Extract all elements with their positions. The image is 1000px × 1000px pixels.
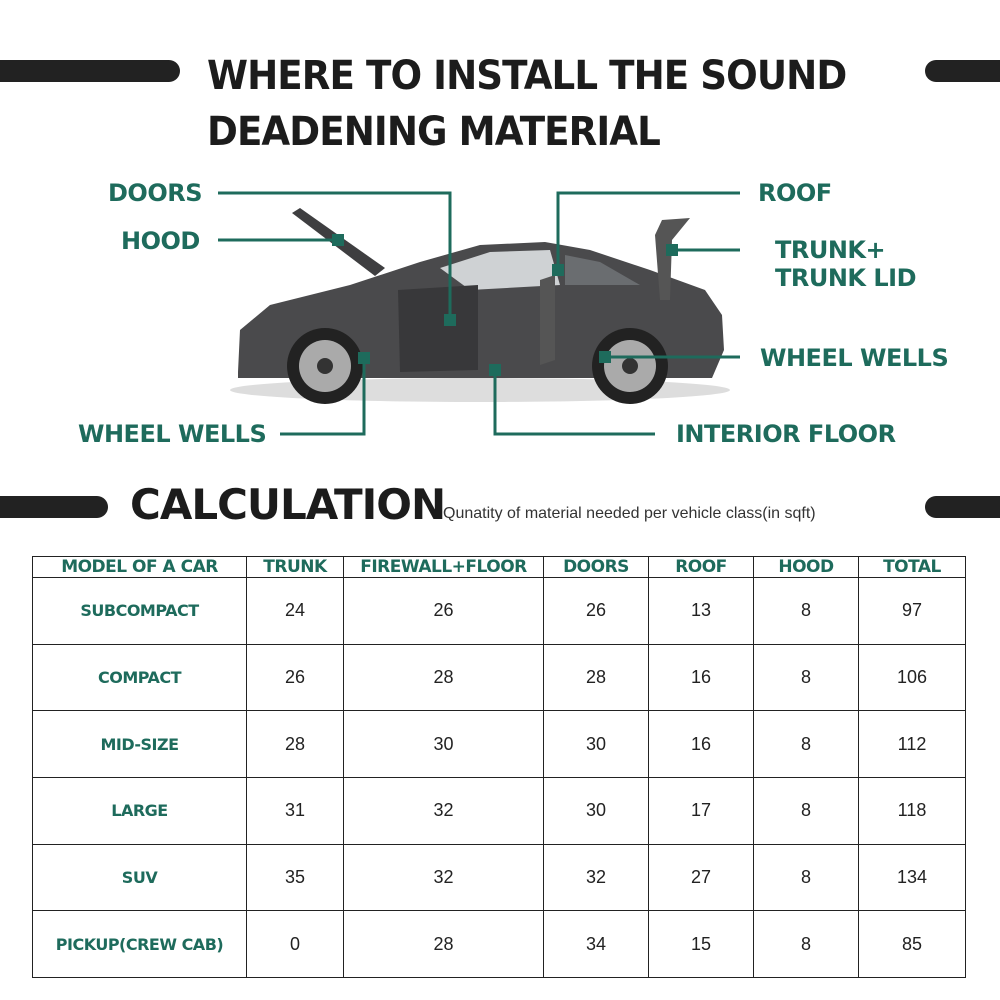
value-cell: 106 [858,643,966,712]
decor-bar-right-top [925,60,1000,82]
value-cell: 8 [753,577,859,645]
material-table: MODEL OF A CAR TRUNK FIREWALL+FLOOR DOORS RO… [32,556,966,978]
value-cell: 16 [648,710,754,778]
value-cell: 8 [753,843,859,912]
value-cell: 32 [543,843,649,912]
label-trunk: TRUNK+ TRUNK LID [775,236,917,292]
model-cell: MID-SIZE [32,710,247,778]
model-cell: COMPACT [32,643,247,712]
table-row: SUBCOMPACT 24 26 26 13 8 97 [32,577,966,645]
model-cell: LARGE [32,776,247,845]
table-header-row: MODEL OF A CAR TRUNK FIREWALL+FLOOR DOORS RO… [32,556,966,578]
column-header: ROOF [648,556,754,578]
value-cell: 8 [753,910,859,978]
label-interior-floor: INTERIOR FLOOR [676,420,896,448]
label-wheel-wells-right: WHEEL WELLS [760,344,949,372]
value-cell: 35 [246,843,344,912]
column-header: MODEL OF A CAR [32,556,247,578]
table-row: PICKUP(CREW CAB) 0 28 34 15 8 85 [32,910,966,978]
model-cell: PICKUP(CREW CAB) [32,910,247,978]
value-cell: 8 [753,710,859,778]
column-header: TOTAL [858,556,966,578]
label-doors: DOORS [108,179,203,207]
table-row: LARGE 31 32 30 17 8 118 [32,776,966,845]
column-header: TRUNK [246,556,344,578]
car-illustration [230,208,730,404]
value-cell: 8 [753,776,859,845]
column-header: FIREWALL+FLOOR [343,556,544,578]
value-cell: 30 [543,710,649,778]
page-title: WHERE TO INSTALL THE SOUND DEADENING MATE… [207,48,847,160]
decor-bar-right-bottom [925,496,1000,518]
value-cell: 97 [858,577,966,645]
label-hood: HOOD [121,227,200,255]
value-cell: 30 [543,776,649,845]
table-row: MID-SIZE 28 30 30 16 8 112 [32,710,966,778]
model-cell: SUV [32,843,247,912]
calculation-heading: CALCULATION [130,480,446,529]
label-trunk-line2: TRUNK LID [775,264,917,292]
title-line-1: WHERE TO INSTALL THE SOUND [207,53,847,99]
value-cell: 30 [343,710,544,778]
value-cell: 28 [343,643,544,712]
value-cell: 28 [246,710,344,778]
value-cell: 32 [343,776,544,845]
label-roof: ROOF [758,179,832,207]
value-cell: 15 [648,910,754,978]
value-cell: 26 [343,577,544,645]
calculation-subtitle: Qunatity of material needed per vehicle … [443,505,816,522]
leader-lines [218,191,740,436]
value-cell: 134 [858,843,966,912]
title-line-2: DEADENING MATERIAL [207,109,661,155]
label-wheel-wells-left: WHEEL WELLS [78,420,267,448]
value-cell: 26 [543,577,649,645]
value-cell: 32 [343,843,544,912]
value-cell: 118 [858,776,966,845]
value-cell: 28 [543,643,649,712]
label-trunk-line1: TRUNK+ [775,236,886,264]
value-cell: 16 [648,643,754,712]
value-cell: 17 [648,776,754,845]
table-row: SUV 35 32 32 27 8 134 [32,843,966,912]
value-cell: 24 [246,577,344,645]
value-cell: 27 [648,843,754,912]
value-cell: 85 [858,910,966,978]
value-cell: 112 [858,710,966,778]
column-header: HOOD [753,556,859,578]
model-cell: SUBCOMPACT [32,577,247,645]
value-cell: 31 [246,776,344,845]
value-cell: 34 [543,910,649,978]
decor-bar-left-top [0,60,180,82]
value-cell: 28 [343,910,544,978]
marker-squares [332,234,678,376]
car-diagram [218,191,740,436]
table-row: COMPACT 26 28 28 16 8 106 [32,643,966,712]
column-header: DOORS [543,556,649,578]
value-cell: 13 [648,577,754,645]
value-cell: 8 [753,643,859,712]
decor-bar-left-bottom [0,496,108,518]
value-cell: 0 [246,910,344,978]
value-cell: 26 [246,643,344,712]
